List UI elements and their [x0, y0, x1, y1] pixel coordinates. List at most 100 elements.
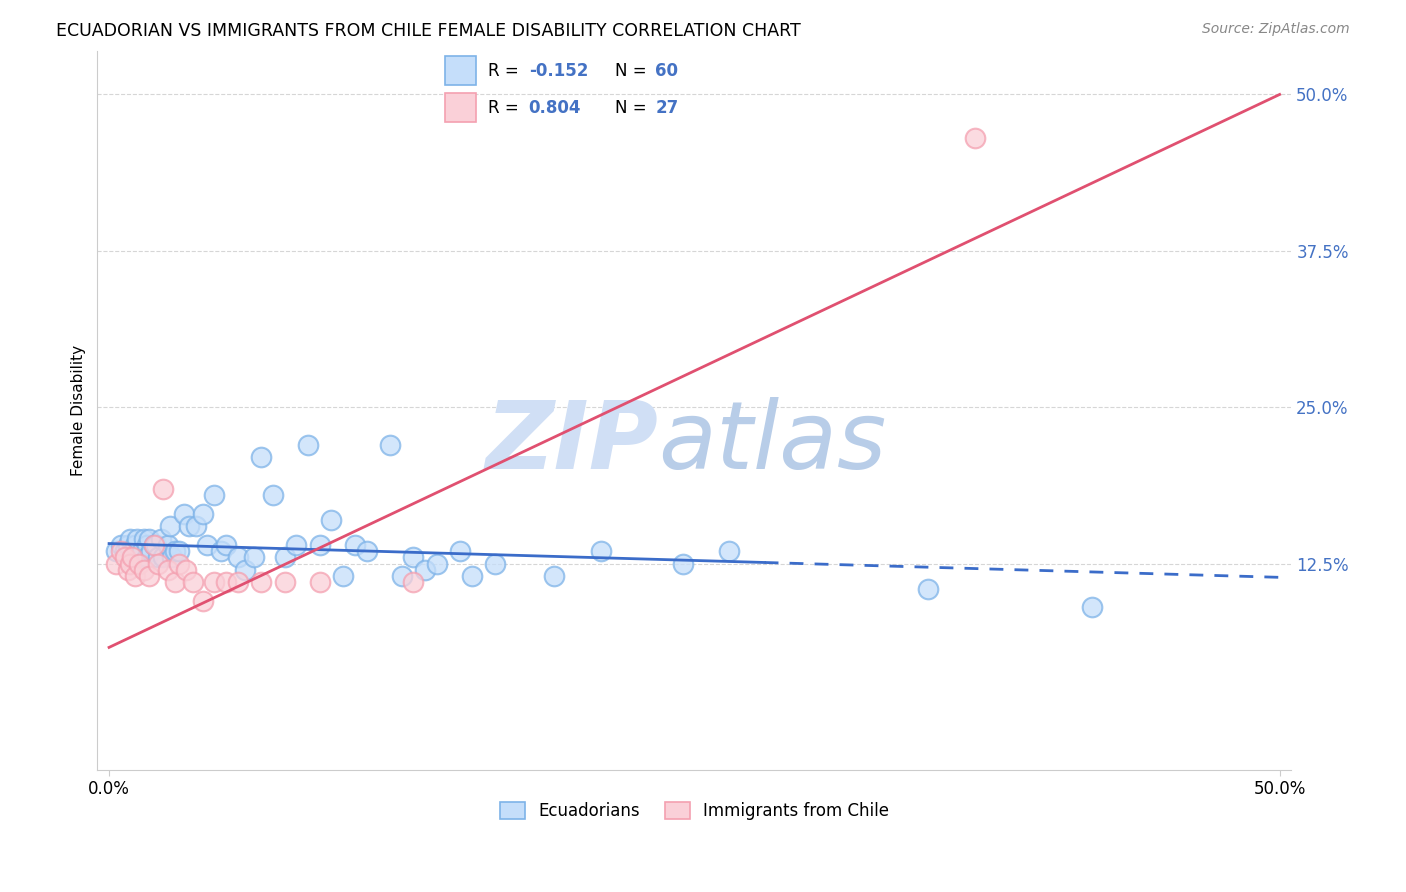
Point [332, 569, 354, 583]
Point [135, 538, 157, 552]
Point [183, 575, 205, 590]
Point [484, 557, 506, 571]
Point [121, 550, 143, 565]
Point [297, 438, 319, 452]
Point [141, 544, 163, 558]
Point [169, 557, 191, 571]
Bar [446, 56, 477, 86]
Point [177, 519, 200, 533]
Point [173, 507, 195, 521]
Point [917, 582, 939, 596]
Text: 0.804: 0.804 [529, 99, 581, 117]
Point [152, 482, 174, 496]
Point [195, 538, 218, 552]
Point [159, 519, 181, 533]
Bar [446, 94, 477, 122]
Point [142, 538, 165, 552]
Point [391, 569, 413, 583]
Text: Source: ZipAtlas.com: Source: ZipAtlas.com [1202, 22, 1350, 37]
Point [156, 563, 179, 577]
Point [343, 538, 366, 552]
Point [162, 550, 184, 565]
Point [402, 550, 425, 565]
Point [156, 538, 179, 552]
Point [215, 538, 238, 552]
Point [117, 538, 139, 552]
Point [1081, 600, 1104, 615]
Point [262, 488, 284, 502]
Point [145, 538, 167, 552]
Point [589, 544, 612, 558]
Point [124, 569, 146, 583]
Point [202, 488, 225, 502]
Point [226, 550, 249, 565]
Y-axis label: Female Disability: Female Disability [72, 345, 86, 476]
Point [543, 569, 565, 583]
Point [202, 575, 225, 590]
Point [127, 532, 149, 546]
Text: N =: N = [616, 62, 652, 79]
Text: 27: 27 [655, 99, 679, 117]
Point [718, 544, 741, 558]
Point [184, 519, 207, 533]
Point [191, 507, 214, 521]
Point [273, 550, 295, 565]
Point [243, 550, 266, 565]
Point [114, 550, 136, 565]
Point [461, 569, 484, 583]
Point [121, 550, 143, 565]
Text: atlas: atlas [658, 397, 887, 488]
Point [308, 538, 330, 552]
Text: 60: 60 [655, 62, 679, 79]
Point [426, 557, 449, 571]
Point [250, 450, 273, 465]
Point [105, 557, 128, 571]
Point [356, 544, 378, 558]
Point [233, 563, 256, 577]
Point [117, 563, 139, 577]
Point [131, 544, 153, 558]
Point [672, 557, 695, 571]
Point [215, 575, 238, 590]
Point [965, 131, 987, 145]
Point [148, 557, 170, 571]
Point [114, 544, 136, 558]
Point [176, 563, 198, 577]
Point [135, 550, 157, 565]
Point [128, 550, 150, 565]
Point [413, 563, 436, 577]
Point [169, 544, 191, 558]
Point [449, 544, 471, 558]
Point [128, 557, 150, 571]
Point [124, 538, 146, 552]
Point [134, 563, 156, 577]
Point [138, 569, 160, 583]
Point [378, 438, 401, 452]
Point [134, 532, 156, 546]
Point [321, 513, 343, 527]
Point [152, 550, 174, 565]
Point [308, 575, 330, 590]
Point [110, 538, 132, 552]
Point [273, 575, 295, 590]
Point [209, 544, 232, 558]
Point [110, 544, 132, 558]
Point [250, 575, 273, 590]
Point [105, 544, 128, 558]
Legend: Ecuadorians, Immigrants from Chile: Ecuadorians, Immigrants from Chile [494, 795, 896, 826]
Point [163, 544, 186, 558]
Point [120, 557, 142, 571]
Point [142, 538, 165, 552]
Text: ECUADORIAN VS IMMIGRANTS FROM CHILE FEMALE DISABILITY CORRELATION CHART: ECUADORIAN VS IMMIGRANTS FROM CHILE FEMA… [56, 22, 801, 40]
Point [191, 594, 214, 608]
Point [149, 532, 172, 546]
Point [226, 575, 249, 590]
Point [138, 532, 160, 546]
Text: R =: R = [488, 99, 524, 117]
Text: ZIP: ZIP [485, 397, 658, 489]
Point [163, 575, 186, 590]
Point [402, 575, 425, 590]
Point [148, 550, 170, 565]
Point [285, 538, 308, 552]
Text: N =: N = [616, 99, 652, 117]
